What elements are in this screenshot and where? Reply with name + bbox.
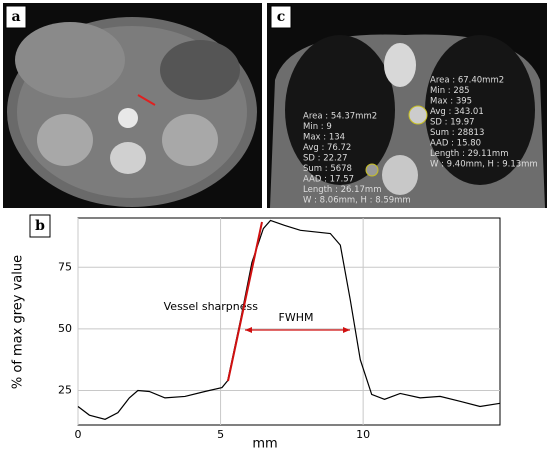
ct-measure: Avg : 76.72: [303, 143, 351, 153]
ct-measure: W : 8.06mm, H : 8.59mm: [303, 196, 411, 206]
annotation: Vessel sharpness: [164, 300, 259, 313]
x-axis-label: mm: [252, 437, 277, 452]
y-tick-label: 75: [58, 260, 72, 273]
ct-measure: W : 9.40mm, H : 9.13mm: [430, 160, 538, 170]
sharpness-line: [227, 221, 263, 382]
ct-measure: Max : 134: [303, 133, 345, 143]
ct-image-c: c: [267, 3, 547, 208]
y-axis-label: % of max grey value: [11, 255, 26, 389]
ct-image-a: a: [3, 3, 262, 208]
ct-measure: Avg : 343.01: [430, 107, 484, 117]
ct-measure: Min : 285: [430, 86, 470, 96]
ct-measure: Area : 54.37mm2: [303, 112, 377, 122]
ct-measure: AAD : 17.57: [303, 175, 354, 185]
ct-measure: SD : 19.97: [430, 118, 475, 128]
y-tick-label: 50: [58, 322, 72, 335]
x-tick-label: 0: [75, 428, 82, 441]
ct-measure: Min : 9: [303, 122, 332, 132]
ct-measure: Max : 395: [430, 97, 472, 107]
annotation: FWHM: [279, 311, 314, 324]
panel-label: c: [277, 9, 286, 25]
ct-measure: SD : 22.27: [303, 154, 348, 164]
x-tick-label: 10: [356, 428, 370, 441]
ct-measure: Length : 29.11mm: [430, 149, 508, 159]
ct-measure: Area : 67.40mm2: [430, 76, 504, 86]
panel-label: a: [11, 9, 20, 25]
ct-measure: AAD : 15.80: [430, 139, 481, 149]
profile-line: [77, 219, 501, 420]
panel-label: b: [35, 218, 45, 234]
panel-label-box: [29, 214, 51, 238]
ct-measure: Sum : 5678: [303, 164, 352, 174]
ct-measure: Sum : 28813: [430, 128, 484, 138]
y-tick-label: 25: [58, 384, 72, 397]
ct-measure: Length : 26.17mm: [303, 185, 381, 195]
x-tick-label: 5: [217, 428, 224, 441]
